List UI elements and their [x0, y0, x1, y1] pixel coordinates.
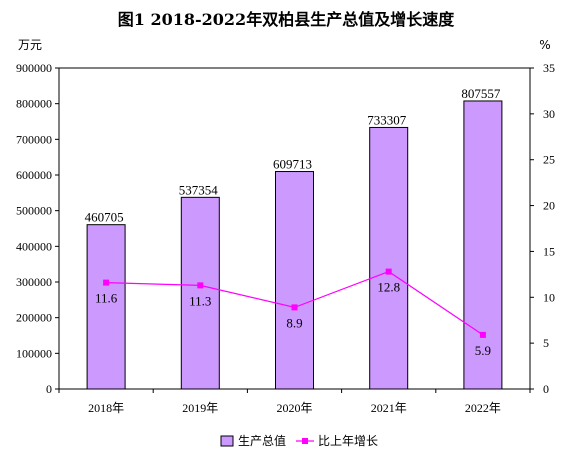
- growth-value-label: 11.3: [189, 293, 211, 308]
- chart-title: 图1 2018-2022年双柏县生产总值及增长速度: [118, 10, 455, 29]
- growth-marker: [197, 282, 204, 289]
- x-axis-tick-label: 2020年: [276, 401, 312, 415]
- legend-label-gdp: 生产总值: [238, 433, 286, 448]
- legend: 生产总值 比上年增长: [220, 433, 378, 448]
- left-axis-tick-label: 800000: [16, 97, 52, 111]
- left-axis-tick-label: 200000: [16, 311, 52, 325]
- left-axis-tick-label: 500000: [16, 204, 52, 218]
- bar: [86, 224, 126, 390]
- left-axis-tick-label: 100000: [16, 346, 52, 360]
- right-axis-tick-label: 20: [543, 199, 555, 213]
- growth-marker: [103, 279, 110, 286]
- left-axis-unit: 万元: [18, 38, 42, 52]
- legend-label-growth: 比上年增长: [318, 434, 378, 448]
- left-axis-tick-label: 400000: [16, 239, 52, 253]
- right-axis-tick-label: 0: [543, 382, 549, 396]
- x-axis-tick-label: 2019年: [182, 401, 218, 415]
- left-axis-tick-label: 300000: [16, 275, 52, 289]
- bar: [180, 196, 220, 390]
- bar: [275, 171, 314, 390]
- growth-value-label: 11.6: [95, 291, 118, 306]
- growth-marker: [291, 304, 298, 311]
- right-axis-tick-label: 5: [543, 336, 549, 350]
- bar-value-label: 537354: [179, 182, 219, 197]
- growth-value-label: 12.8: [377, 280, 400, 295]
- left-axis-tick-label: 600000: [16, 168, 52, 182]
- growth-value-label: 8.9: [286, 315, 302, 330]
- right-axis-tick-label: 15: [543, 244, 555, 258]
- right-axis-tick-label: 25: [543, 153, 555, 167]
- growth-value-label: 5.9: [475, 343, 491, 358]
- bar-value-label: 807557: [461, 86, 501, 101]
- legend-swatch-gdp: [220, 435, 234, 447]
- x-axis-tick-label: 2018年: [88, 401, 124, 415]
- plot-area: 0 100000 200000 300000 400000 500000 600000 700…: [16, 61, 555, 415]
- bar-value-label: 609713: [273, 157, 312, 172]
- right-axis-unit: %: [539, 38, 550, 52]
- right-axis-tick-label: 35: [543, 61, 555, 75]
- bar-value-label: 733307: [367, 112, 407, 127]
- x-axis-tick-label: 2021年: [371, 401, 407, 415]
- x-axis-tick-label: 2022年: [465, 401, 501, 415]
- growth-marker: [385, 268, 392, 275]
- left-axis-tick-label: 700000: [16, 132, 52, 146]
- bar: [369, 126, 409, 390]
- legend-marker-growth: [302, 438, 308, 444]
- bar-value-label: 460705: [85, 210, 124, 225]
- left-axis-tick-label: 900000: [16, 61, 52, 75]
- bar: [463, 100, 503, 390]
- right-axis-tick-label: 10: [543, 290, 555, 304]
- right-axis-tick-label: 30: [543, 107, 555, 121]
- left-axis-tick-label: 0: [46, 382, 52, 396]
- growth-marker: [479, 331, 486, 338]
